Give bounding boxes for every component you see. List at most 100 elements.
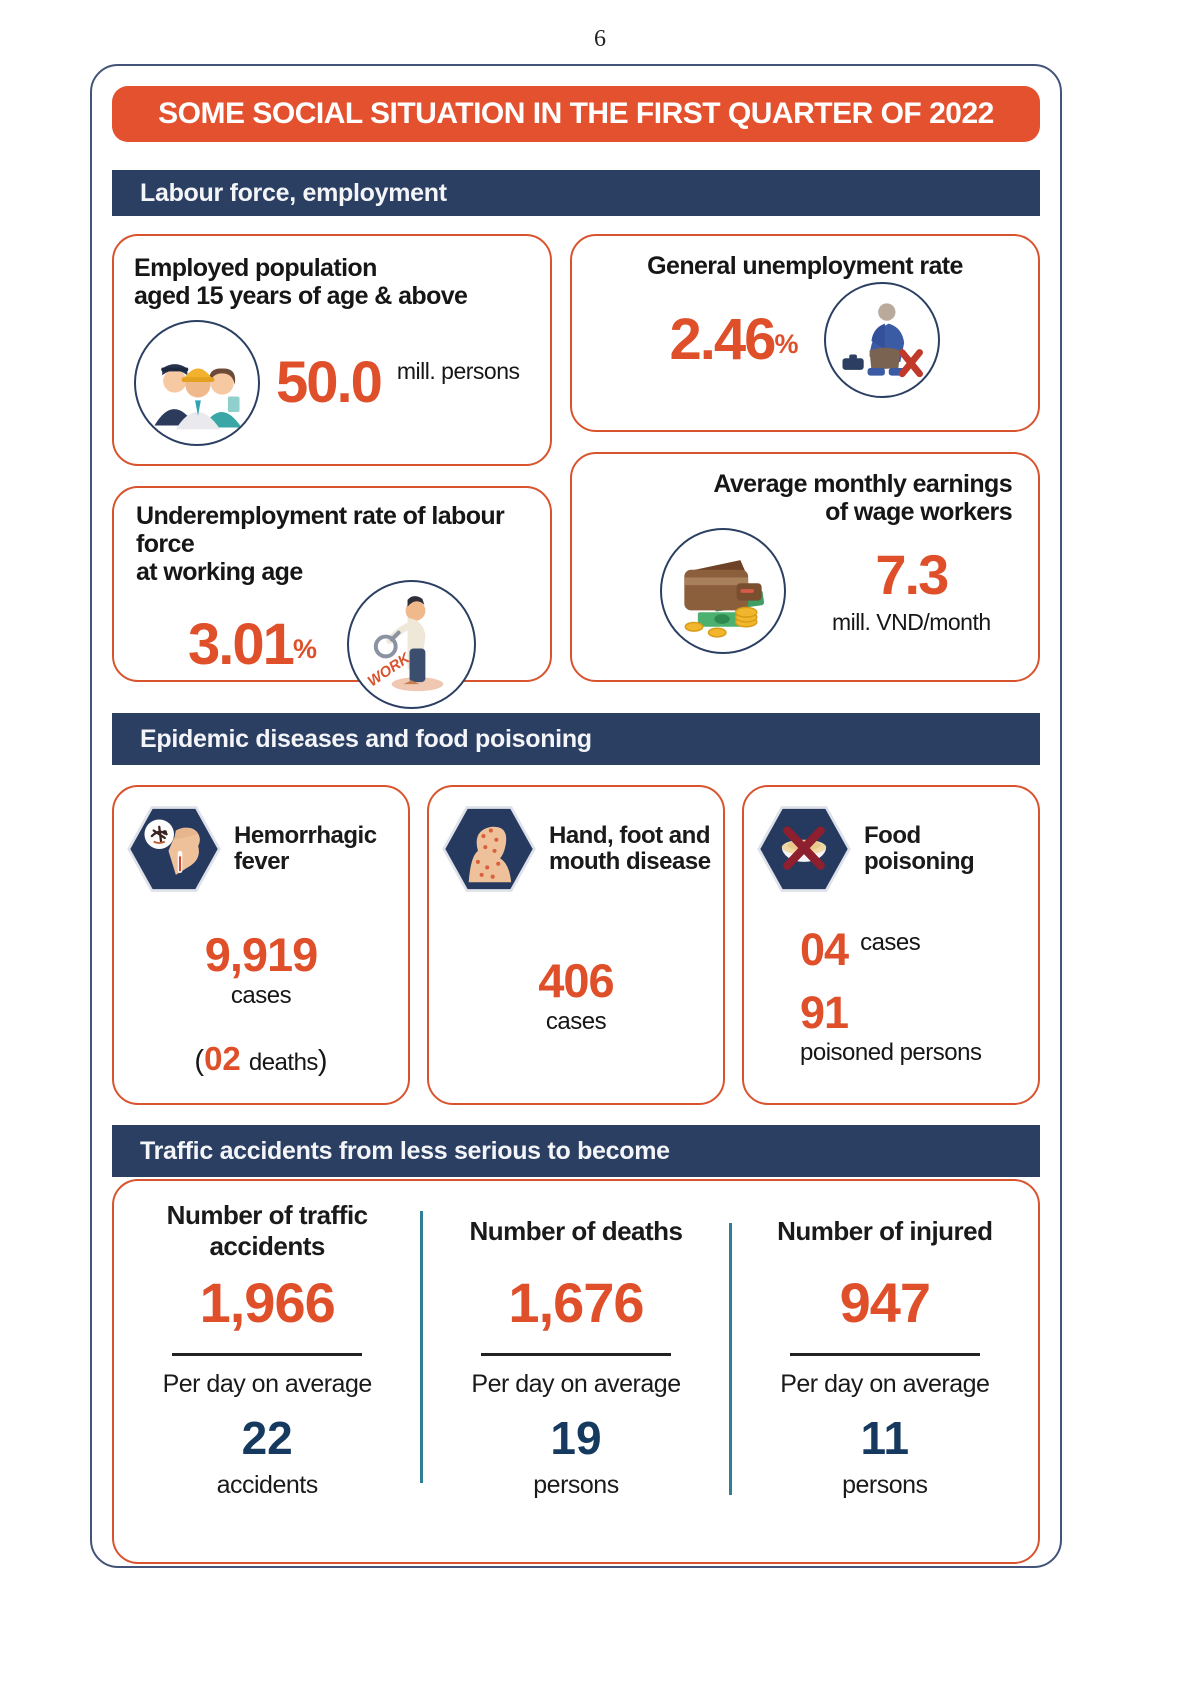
traffic-deaths-total: 1,676 xyxy=(508,1271,644,1334)
job-search-illustration: WORK xyxy=(365,596,444,692)
hfmd-title-line2: mouth disease xyxy=(549,848,711,875)
hemorrhagic-title-line2: fever xyxy=(234,848,289,875)
traffic-injured-total: 947 xyxy=(839,1271,931,1334)
hfmd-title: Hand, foot and mouth disease xyxy=(549,821,711,876)
unemployment-value: 2.46 xyxy=(669,307,777,372)
hemorrhagic-title: Hemorrhagic fever xyxy=(234,821,377,876)
traffic-injured-title-line1: Number of injured xyxy=(777,1215,993,1246)
traffic-accidents-title: Number of traffic accidents xyxy=(114,1195,420,1267)
vertical-divider xyxy=(420,1211,423,1483)
wallet-icon xyxy=(660,528,786,654)
wallet-illustration xyxy=(684,560,765,638)
section-title-labour: Labour force, employment xyxy=(140,178,447,207)
labour-right-column: General unemployment rate 2.46 % xyxy=(570,234,1040,682)
food-poisoning-cases-value: 04 xyxy=(800,924,849,975)
hemorrhagic-cases-value: 9,919 xyxy=(204,928,319,981)
infographic-frame: SOME SOCIAL SITUATION IN THE FIRST QUART… xyxy=(90,64,1062,1568)
card-unemployment-rate: General unemployment rate 2.46 % xyxy=(570,234,1040,432)
earnings-title: Average monthly earnings of wage workers xyxy=(598,470,1012,526)
earnings-value: 7.3 xyxy=(875,542,949,606)
traffic-col-deaths: Number of deaths 1,676 Per day on averag… xyxy=(423,1195,729,1552)
food-poisoning-cases-label: cases xyxy=(860,929,921,956)
earnings-title-line1: Average monthly earnings xyxy=(713,470,1012,498)
job-search-icon: WORK xyxy=(346,580,476,709)
hfmd-cases-label: cases xyxy=(545,1008,607,1035)
deaths-paren-open: ( xyxy=(194,1045,205,1077)
traffic-deaths-perday-value: 19 xyxy=(550,1412,602,1464)
section-title-epidemic: Epidemic diseases and food poisoning xyxy=(140,724,592,753)
underemployment-title-line1: Underemployment rate of labour force xyxy=(136,502,505,558)
main-title-banner: SOME SOCIAL SITUATION IN THE FIRST QUART… xyxy=(112,86,1040,142)
traffic-accidents-perday-value: 22 xyxy=(241,1412,293,1464)
traffic-deaths-perday-label: Per day on average xyxy=(471,1370,681,1398)
unemployed-person-illustration xyxy=(842,303,924,378)
traffic-accidents-title-line1: Number of traffic xyxy=(166,1200,368,1231)
section-title-traffic: Traffic accidents from less serious to b… xyxy=(140,1136,670,1165)
section-header-traffic: Traffic accidents from less serious to b… xyxy=(112,1125,1040,1177)
traffic-accidents-title-line2: accidents xyxy=(209,1231,325,1261)
card-hand-foot-mouth: Hand, foot and mouth disease 406 cases xyxy=(427,785,725,1105)
traffic-stats-card: Number of traffic accidents 1,966 Per da… xyxy=(112,1179,1040,1564)
employed-value: 50.0 xyxy=(276,350,383,415)
card-employed-population: Employed population aged 15 years of age… xyxy=(112,234,552,466)
workers-icon xyxy=(134,320,260,446)
food-poisoning-title-line2: poisoning xyxy=(864,848,975,875)
card-underemployment-rate: Underemployment rate of labour force at … xyxy=(112,486,552,709)
unemployed-person-icon xyxy=(824,282,941,398)
poisoned-persons-value: 91 xyxy=(800,987,849,1038)
traffic-injured-perday-value: 11 xyxy=(860,1412,910,1464)
labour-left-column: Employed population aged 15 years of age… xyxy=(112,234,552,709)
unemployment-percent-sign: % xyxy=(774,329,799,359)
traffic-col-accidents: Number of traffic accidents 1,966 Per da… xyxy=(114,1195,420,1552)
deaths-paren-close: ) xyxy=(317,1045,328,1077)
employed-title: Employed population aged 15 years of age… xyxy=(134,254,530,310)
hemorrhagic-title-line1: Hemorrhagic xyxy=(234,821,377,849)
deaths-value: 02 xyxy=(204,1040,241,1077)
epidemic-cards-row: Hemorrhagic fever 9,919 cases (02 deaths… xyxy=(112,785,1040,1105)
hfmd-cases-value: 406 xyxy=(538,954,614,1007)
hemorrhagic-cases-label: cases xyxy=(230,982,292,1009)
underemployment-percent-sign: % xyxy=(292,633,317,664)
card-average-earnings: Average monthly earnings of wage workers xyxy=(570,452,1040,682)
employed-title-line2: aged 15 years of age & above xyxy=(134,282,468,310)
hfmd-title-line1: Hand, foot and xyxy=(549,821,710,849)
traffic-deaths-title: Number of deaths xyxy=(423,1195,729,1267)
traffic-injured-title: Number of injured xyxy=(732,1195,1038,1267)
unemployment-title: General unemployment rate xyxy=(647,252,963,280)
traffic-accidents-total: 1,966 xyxy=(199,1271,336,1334)
card-hemorrhagic-fever: Hemorrhagic fever 9,919 cases (02 deaths… xyxy=(112,785,410,1105)
section-header-labour: Labour force, employment xyxy=(112,170,1040,216)
deaths-label: deaths xyxy=(248,1049,319,1076)
main-title: SOME SOCIAL SITUATION IN THE FIRST QUART… xyxy=(158,97,994,130)
underemployment-title: Underemployment rate of labour force at … xyxy=(136,502,528,586)
traffic-deaths-title-line1: Number of deaths xyxy=(469,1215,683,1246)
employed-title-line1: Employed population xyxy=(134,254,377,282)
workers-illustration xyxy=(154,364,242,430)
traffic-accidents-perday-label: Per day on average xyxy=(162,1370,373,1398)
traffic-injured-perday-label: Per day on average xyxy=(780,1370,990,1398)
food-poisoning-title: Food poisoning xyxy=(864,821,975,876)
traffic-col-injured: Number of injured 947 Per day on average… xyxy=(732,1195,1038,1552)
page-number: 6 xyxy=(594,26,606,52)
employed-unit: mill. persons xyxy=(396,357,520,384)
card-food-poisoning: Food poisoning 04 cases 91 poisoned pers… xyxy=(742,785,1040,1105)
poisoned-persons-label: poisoned persons xyxy=(800,1039,982,1066)
food-poisoning-title-line1: Food xyxy=(864,821,921,849)
divider-line xyxy=(789,1353,980,1356)
vertical-divider xyxy=(729,1223,732,1495)
underemployment-title-line2: at working age xyxy=(136,558,303,586)
section-header-epidemic: Epidemic diseases and food poisoning xyxy=(112,713,1040,765)
divider-line xyxy=(480,1353,671,1356)
food-poisoning-icon xyxy=(757,806,851,892)
traffic-injured-unit: persons xyxy=(842,1471,928,1499)
traffic-accidents-unit: accidents xyxy=(216,1471,319,1499)
traffic-deaths-unit: persons xyxy=(533,1471,619,1499)
divider-line xyxy=(172,1353,363,1356)
earnings-unit: mill. VND/month xyxy=(832,608,991,635)
hemorrhagic-fever-icon xyxy=(127,806,221,892)
earnings-title-line2: of wage workers xyxy=(825,498,1013,526)
underemployment-value: 3.01 xyxy=(188,611,295,677)
hand-foot-mouth-icon xyxy=(442,806,536,892)
labour-cards-grid: Employed population aged 15 years of age… xyxy=(112,234,1040,709)
hemorrhagic-deaths: (02 deaths) xyxy=(126,1040,396,1078)
